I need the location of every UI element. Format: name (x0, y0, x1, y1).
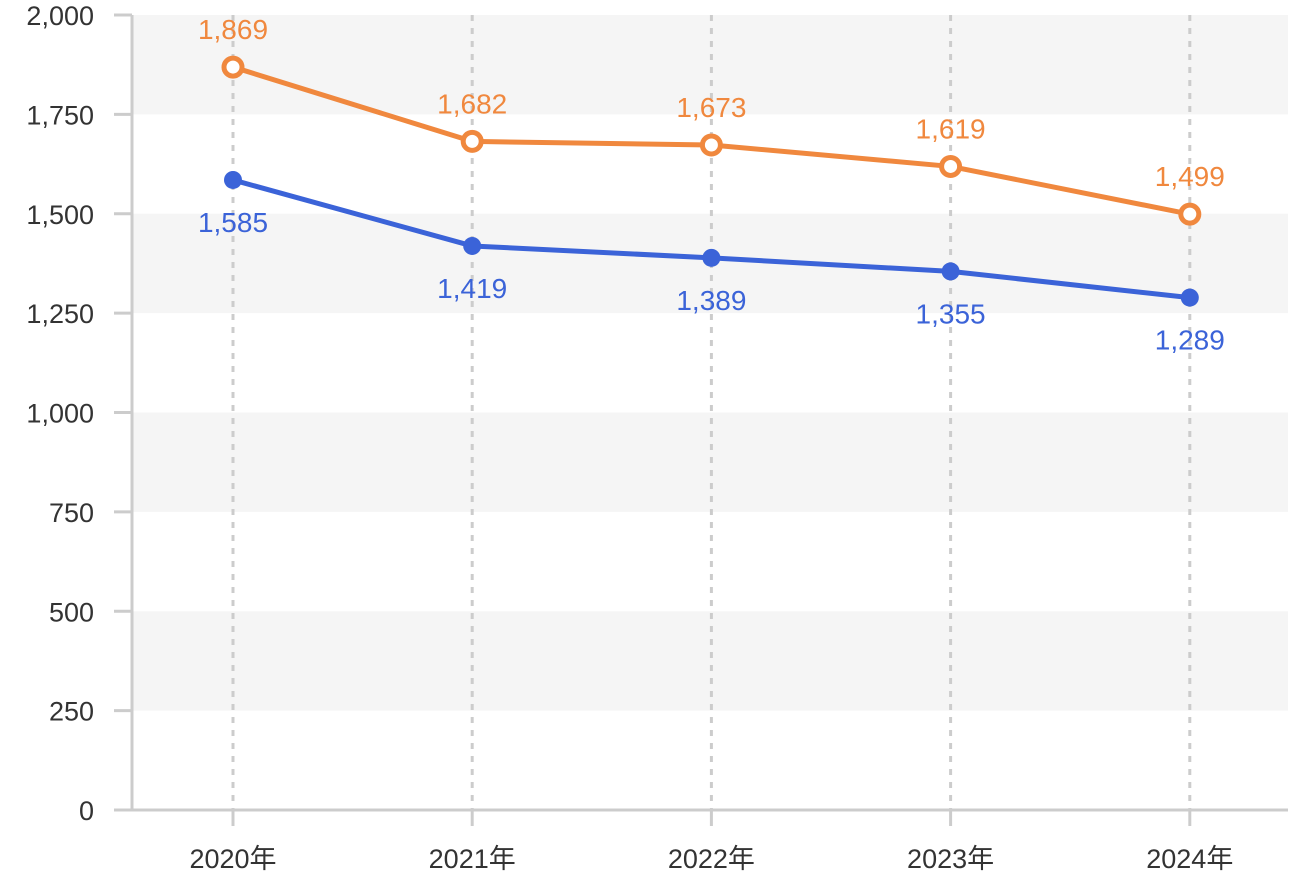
x-tick-label: 2024年 (1146, 844, 1233, 874)
series-1: 1,585 1,419 1,389 1,355 1,289 (198, 170, 1225, 356)
data-label: 1,499 (1155, 161, 1225, 192)
data-point (941, 262, 960, 281)
data-point (1178, 202, 1202, 226)
y-tick-label: 2,000 (26, 1, 94, 31)
x-tick-label: 2023年 (907, 844, 994, 874)
data-label: 1,869 (198, 14, 268, 45)
data-label: 1,619 (916, 113, 986, 144)
data-point (702, 248, 721, 267)
y-tick-label: 1,250 (26, 299, 94, 329)
y-tick-label: 1,750 (26, 100, 94, 130)
y-tick-label: 750 (49, 498, 94, 528)
y-tick-label: 250 (49, 697, 94, 727)
x-tick-label: 2020年 (189, 844, 276, 874)
data-point (699, 133, 723, 157)
data-point (221, 55, 245, 79)
data-label: 1,682 (437, 88, 507, 119)
x-axis-ticks: 2020年 2021年 2022年 2023年 2024年 (189, 810, 1233, 874)
y-tick-label: 1,000 (26, 399, 94, 429)
data-point (939, 154, 963, 178)
y-tick-label: 500 (49, 597, 94, 627)
y-tick-label: 1,500 (26, 200, 94, 230)
x-tick-label: 2022年 (668, 844, 755, 874)
data-point (224, 170, 242, 189)
data-label: 1,585 (198, 207, 268, 238)
data-label: 1,673 (676, 92, 746, 123)
series-0: 1,869 1,682 1,673 1,619 1,499 (198, 14, 1225, 226)
data-point (460, 129, 484, 153)
series-group: 1,869 1,682 1,673 1,619 1,499 1,585 1,419 1,389… (198, 14, 1225, 356)
data-label: 1,419 (437, 273, 507, 304)
x-tick-label: 2021年 (429, 844, 516, 874)
data-point (1180, 288, 1199, 307)
data-label: 1,355 (916, 298, 986, 329)
y-axis-ticks: 0 250 500 750 1,000 1,250 1,500 1,750 2,000 (26, 1, 132, 826)
data-label: 1,289 (1155, 325, 1225, 356)
y-tick-label: 0 (79, 796, 94, 826)
data-label: 1,389 (676, 285, 746, 316)
data-point (463, 236, 482, 255)
